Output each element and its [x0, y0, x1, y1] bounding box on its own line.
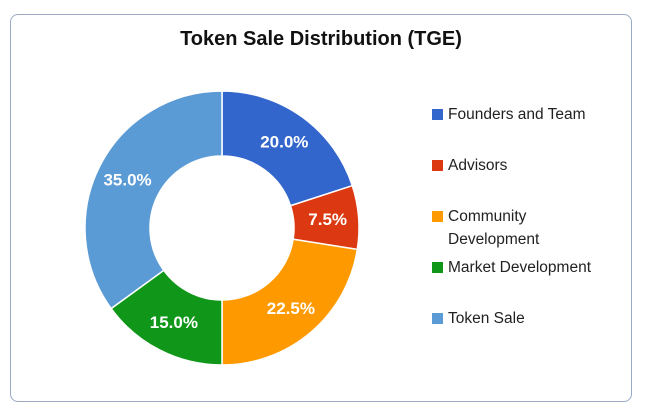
- donut-slice-community-development: [221, 238, 359, 366]
- legend-swatch: [432, 160, 443, 171]
- legend-item-advisors: Advisors: [432, 156, 618, 177]
- legend-label: Market Development: [448, 259, 592, 276]
- donut-slice-founders-and-team: [221, 90, 354, 207]
- legend-item-token-sale: Token Sale: [432, 309, 618, 330]
- slice-data-label: 20.0%: [260, 133, 308, 152]
- slice-data-label: 35.0%: [103, 170, 151, 189]
- slice-data-label: 7.5%: [308, 210, 347, 229]
- legend-swatch: [432, 109, 443, 120]
- legend-item-founders-and-team: Founders and Team: [432, 105, 618, 126]
- legend-label: Community Development: [448, 208, 540, 248]
- legend-item-market-development: Market Development: [432, 258, 618, 279]
- legend-label: Founders and Team: [448, 106, 586, 123]
- legend-label: Advisors: [448, 157, 508, 174]
- legend-label: Token Sale: [448, 310, 525, 327]
- slice-data-label: 22.5%: [267, 299, 315, 318]
- legend-swatch: [432, 211, 443, 222]
- donut-slice-token-sale: [84, 90, 223, 310]
- legend-item-community-development: Community Development: [432, 207, 558, 251]
- slice-data-label: 15.0%: [150, 313, 198, 332]
- chart-title: Token Sale Distribution (TGE): [180, 28, 462, 50]
- chart-legend: Founders and Team Advisors Community Dev…: [432, 0, 632, 416]
- legend-swatch: [432, 313, 443, 324]
- legend-swatch: [432, 262, 443, 273]
